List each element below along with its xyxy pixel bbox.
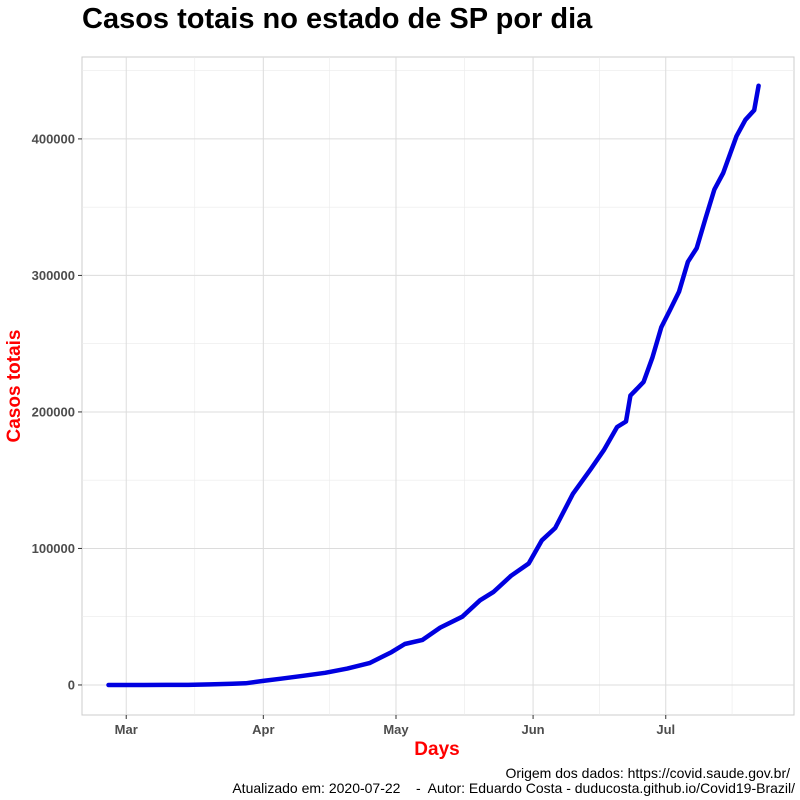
plot-panel [81, 56, 795, 716]
y-tick-label: 0 [68, 677, 75, 692]
author-caption: Atualizado em: 2020-07-22 - Autor: Eduar… [232, 780, 795, 796]
x-tick-label: Jul [656, 722, 675, 737]
series-line [106, 83, 761, 688]
axis-ticks: 0 100000 200000 300000 400000 Mar Apr May Jun Jul [32, 131, 676, 737]
x-tick-label: Mar [115, 722, 138, 737]
y-tick-label: 100000 [32, 541, 75, 556]
y-tick-label: 400000 [32, 131, 75, 146]
y-axis-title: Casos totais [4, 330, 25, 443]
x-axis-title: Days [414, 739, 459, 760]
x-tick-label: May [383, 722, 409, 737]
y-tick-label: 200000 [32, 404, 75, 419]
y-tick-label: 300000 [32, 268, 75, 283]
series-layer [106, 83, 761, 688]
x-tick-label: Jun [522, 722, 545, 737]
chart-title: Casos totais no estado de SP por dia [82, 3, 593, 35]
data-source-caption: Origem dos dados: https://covid.saude.go… [505, 765, 790, 781]
x-tick-label: Apr [252, 722, 274, 737]
